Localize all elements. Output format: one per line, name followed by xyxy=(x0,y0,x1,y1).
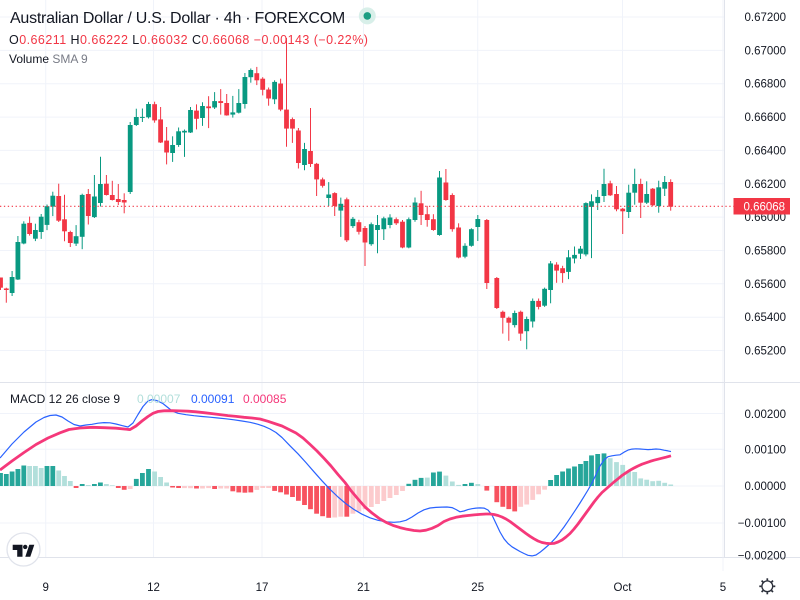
svg-text:0.66200: 0.66200 xyxy=(745,179,787,191)
svg-text:0.00200: 0.00200 xyxy=(745,409,787,421)
svg-text:25: 25 xyxy=(471,582,484,594)
svg-text:Australian Dollar / U.S. Dolla: Australian Dollar / U.S. Dollar · 4h · F… xyxy=(10,10,345,27)
svg-text:0.66400: 0.66400 xyxy=(745,145,787,157)
svg-text:0.65400: 0.65400 xyxy=(745,312,787,324)
svg-text:0.67200: 0.67200 xyxy=(745,12,787,24)
svg-text:Oct: Oct xyxy=(614,582,633,594)
svg-text:0.65600: 0.65600 xyxy=(745,279,787,291)
svg-text:0.00007: 0.00007 xyxy=(137,392,181,406)
svg-text:MACD 12 26 close 9: MACD 12 26 close 9 xyxy=(10,392,120,406)
svg-text:5: 5 xyxy=(720,582,726,594)
svg-text:0.66000: 0.66000 xyxy=(745,212,787,224)
svg-text:0.00091: 0.00091 xyxy=(191,392,235,406)
svg-text:17: 17 xyxy=(256,582,269,594)
svg-text:0.00085: 0.00085 xyxy=(243,392,287,406)
svg-text:0.66800: 0.66800 xyxy=(745,79,787,91)
svg-text:0.66600: 0.66600 xyxy=(745,112,787,124)
svg-text:21: 21 xyxy=(357,582,370,594)
svg-text:0.67000: 0.67000 xyxy=(745,45,787,57)
svg-text:12: 12 xyxy=(147,582,160,594)
svg-text:0.00000: 0.00000 xyxy=(745,481,787,493)
svg-text:0.66068: 0.66068 xyxy=(744,201,786,213)
svg-text:Volume SMA 9: Volume SMA 9 xyxy=(9,52,88,66)
svg-text:0.65800: 0.65800 xyxy=(745,246,787,258)
svg-text:0.65200: 0.65200 xyxy=(745,346,787,358)
svg-text:−0.00100: −0.00100 xyxy=(738,518,786,530)
svg-text:0.00100: 0.00100 xyxy=(745,444,787,456)
svg-text:O0.66211 H0.66222 L0.66032 C0.: O0.66211 H0.66222 L0.66032 C0.66068 −0.0… xyxy=(9,33,368,47)
svg-text:−0.00200: −0.00200 xyxy=(738,550,786,562)
svg-text:9: 9 xyxy=(42,582,48,594)
